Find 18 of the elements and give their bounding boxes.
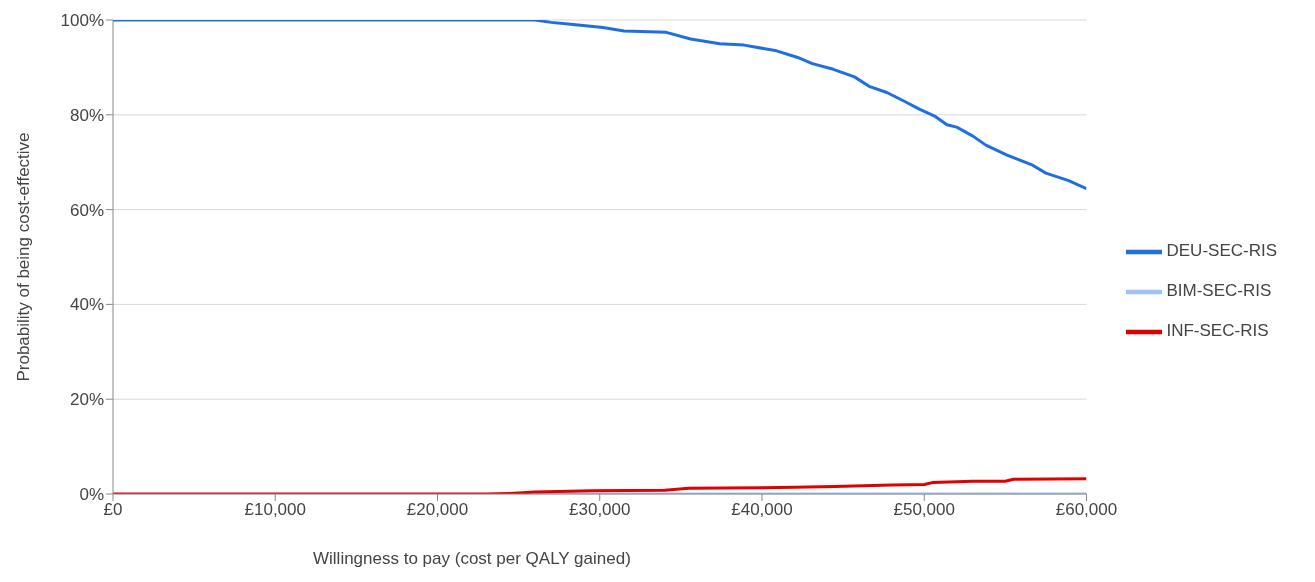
legend-label: INF-SEC-RIS — [1166, 321, 1269, 340]
x-tick-label: £30,000 — [569, 500, 631, 520]
x-tick-label: £10,000 — [244, 500, 306, 520]
y-tick-label: 60% — [69, 200, 104, 220]
y-tick-label: 20% — [69, 390, 104, 410]
y-tick-label: 100% — [60, 11, 104, 31]
x-tick-label: £40,000 — [731, 500, 793, 520]
x-tick-label: £20,000 — [406, 500, 469, 520]
legend-label: BIM-SEC-RIS — [1166, 281, 1272, 300]
x-tick-label: £0 — [103, 500, 123, 520]
y-tick-label: 40% — [69, 295, 104, 315]
legend-label: DEU-SEC-RIS — [1166, 241, 1277, 260]
y-axis-title: Probability of being cost-effective — [14, 132, 34, 382]
x-axis-title: Willingness to pay (cost per QALY gained) — [313, 549, 631, 568]
x-tick-label: £50,000 — [893, 500, 955, 520]
y-tick-label: 80% — [69, 105, 104, 125]
y-tick-label: 0% — [79, 485, 104, 505]
x-tick-label: £60,000 — [1055, 500, 1118, 520]
